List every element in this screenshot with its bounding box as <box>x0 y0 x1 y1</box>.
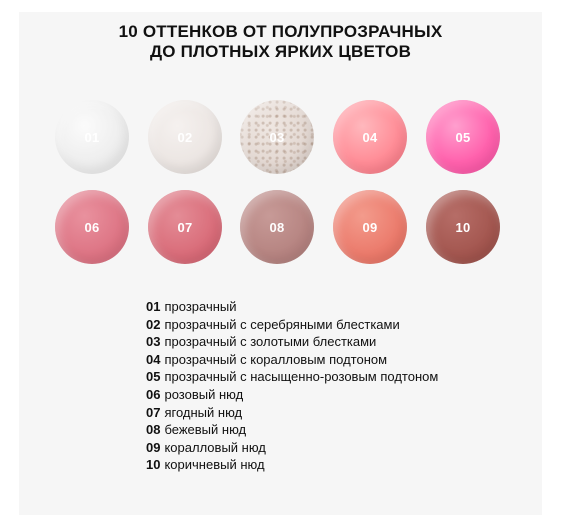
list-item: 10 коричневый нюд <box>146 456 438 474</box>
swatch-number: 07 <box>177 219 193 235</box>
legend-number: 06 <box>146 386 161 402</box>
swatch-number: 09 <box>362 219 378 235</box>
legend-text: розовый нюд <box>164 386 244 402</box>
list-item: 06 розовый нюд <box>146 386 438 404</box>
legend-number: 01 <box>146 299 161 314</box>
swatch-04: 04 <box>333 100 407 174</box>
legend-text: прозрачный с насыщенно-розовым подтоном <box>164 369 439 385</box>
swatch-number: 01 <box>84 129 100 145</box>
swatch-number: 05 <box>455 129 471 145</box>
list-item: 05 прозрачный с насыщенно-розовым подтоно… <box>146 368 438 386</box>
swatch-07: 07 <box>148 190 222 264</box>
list-item: 09 коралловый нюд <box>146 439 438 457</box>
legend-number: 03 <box>146 334 161 350</box>
swatch-05: 05 <box>426 100 500 174</box>
shade-card: 10 ОТТЕНКОВ ОТ ПОЛУПРОЗРАЧНЫХ ДО ПЛОТНЫХ… <box>19 12 542 515</box>
swatch-number: 10 <box>455 219 471 235</box>
legend-text: прозрачный с серебряными блестками <box>164 316 400 332</box>
legend-number: 09 <box>146 439 161 455</box>
swatch-number: 04 <box>362 129 378 145</box>
shade-legend: 01 прозрачный 02 прозрачный с серебряными … <box>146 298 438 474</box>
swatch-number: 03 <box>269 129 285 145</box>
list-item: 02 прозрачный с серебряными блестками <box>146 316 438 334</box>
legend-text: ягодный нюд <box>164 404 243 420</box>
swatch-08: 08 <box>240 190 314 264</box>
swatch-10: 10 <box>426 190 500 264</box>
swatch-03: 03 <box>240 100 314 174</box>
list-item: 08 бежевый нюд <box>146 421 438 439</box>
legend-number: 04 <box>146 351 161 367</box>
swatch-09: 09 <box>333 190 407 264</box>
swatch-number: 06 <box>84 219 100 235</box>
legend-text: коричневый нюд <box>164 457 265 473</box>
legend-text: бежевый нюд <box>164 422 247 438</box>
title-line-1: 10 ОТТЕНКОВ ОТ ПОЛУПРОЗРАЧНЫХ <box>118 22 443 41</box>
list-item: 04 прозрачный с коралловым подтоном <box>146 351 438 369</box>
legend-number: 02 <box>146 316 161 332</box>
list-item: 07 ягодный нюд <box>146 404 438 422</box>
swatch-number: 08 <box>269 219 285 235</box>
legend-text: прозрачный <box>164 299 237 314</box>
list-item: 01 прозрачный <box>146 298 438 316</box>
swatch-06: 06 <box>55 190 129 264</box>
legend-text: прозрачный с золотыми блестками <box>164 334 377 350</box>
swatch-02: 02 <box>148 100 222 174</box>
legend-text: прозрачный с коралловым подтоном <box>164 351 388 367</box>
swatch-number: 02 <box>177 129 193 145</box>
legend-number: 07 <box>146 404 161 420</box>
legend-text: коралловый нюд <box>164 439 266 455</box>
legend-number: 08 <box>146 422 161 438</box>
title-line-2: ДО ПЛОТНЫХ ЯРКИХ ЦВЕТОВ <box>149 42 412 61</box>
list-item: 03 прозрачный с золотыми блестками <box>146 333 438 351</box>
swatch-01: 01 <box>55 100 129 174</box>
page-title: 10 ОТТЕНКОВ ОТ ПОЛУПРОЗРАЧНЫХ ДО ПЛОТНЫХ… <box>19 22 542 62</box>
legend-number: 10 <box>146 457 161 473</box>
legend-number: 05 <box>146 369 161 385</box>
